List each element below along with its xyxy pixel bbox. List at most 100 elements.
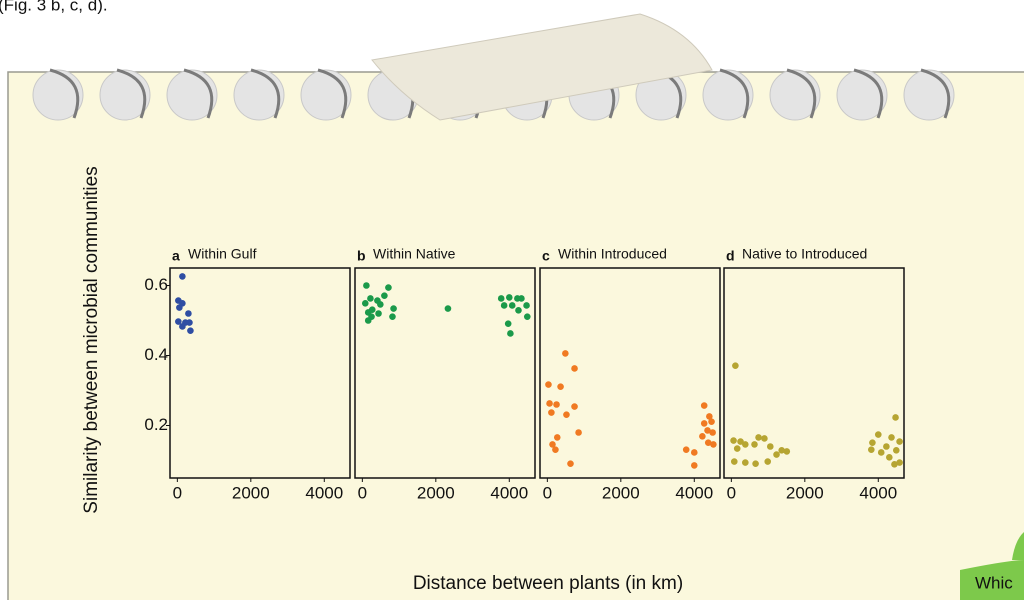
panel-letter: b (357, 248, 366, 264)
point (553, 401, 560, 408)
panel-letter: c (542, 248, 550, 264)
point (546, 400, 553, 407)
x-tick-label: 0 (727, 483, 736, 502)
point (742, 459, 749, 466)
point (784, 448, 791, 455)
caption-fragment: (Fig. 3 b, c, d). (0, 0, 108, 14)
point (691, 449, 698, 456)
x-tick-label: 4000 (305, 483, 343, 502)
y-tick-label: 0.4 (144, 345, 168, 364)
point (869, 439, 876, 446)
point (505, 320, 512, 327)
paper (8, 72, 1024, 600)
point (699, 433, 706, 440)
point (773, 451, 780, 458)
point (731, 458, 738, 465)
point (563, 411, 570, 418)
x-tick-label: 4000 (675, 483, 713, 502)
x-tick-label: 4000 (859, 483, 897, 502)
point (752, 460, 759, 467)
point (501, 302, 508, 309)
y-tick-label: 0.2 (144, 415, 168, 434)
point (892, 414, 899, 421)
point (185, 310, 192, 317)
point (176, 304, 183, 311)
point (509, 302, 516, 309)
point (868, 446, 875, 453)
point (730, 437, 737, 444)
point (367, 295, 374, 302)
point (875, 431, 882, 438)
point (187, 327, 194, 334)
x-tick-label: 2000 (417, 483, 455, 502)
point (562, 350, 569, 357)
point (179, 323, 186, 330)
y-axis-label: Similarity between microbial communities (81, 166, 102, 513)
point (515, 307, 522, 314)
point (888, 434, 895, 441)
point (523, 302, 530, 309)
panel-letter: a (172, 248, 180, 264)
point (893, 447, 900, 454)
y-tick-label: 0.6 (144, 275, 168, 294)
point (506, 294, 513, 301)
point (507, 330, 514, 337)
point (701, 420, 708, 427)
panel-title: Within Native (373, 246, 456, 262)
x-tick-label: 2000 (786, 483, 824, 502)
point (545, 381, 552, 388)
point (186, 319, 193, 326)
point (445, 305, 452, 312)
x-tick-label: 0 (173, 483, 182, 502)
point (732, 362, 739, 369)
x-tick-label: 4000 (490, 483, 528, 502)
point (365, 317, 372, 324)
point (377, 301, 384, 308)
point (701, 402, 708, 409)
point (571, 403, 578, 410)
x-tick-label: 2000 (232, 483, 270, 502)
point (764, 458, 771, 465)
point (390, 305, 397, 312)
point (883, 443, 890, 450)
point (381, 292, 388, 299)
point (571, 365, 578, 372)
page: {"page": {"caption_fragment": "(Fig. 3 b… (0, 0, 1024, 600)
point (751, 441, 758, 448)
point (575, 429, 582, 436)
x-tick-label: 0 (543, 483, 552, 502)
x-tick-label: 0 (358, 483, 367, 502)
point (514, 295, 521, 302)
point (385, 284, 392, 291)
point (375, 310, 382, 317)
point (552, 446, 559, 453)
point (524, 313, 531, 320)
point (761, 435, 768, 442)
point (709, 429, 716, 436)
point (179, 273, 186, 280)
panel-title: Within Introduced (558, 246, 667, 262)
panel-title: Native to Introduced (742, 246, 867, 262)
point (755, 434, 762, 441)
x-tick-label: 2000 (602, 483, 640, 502)
point (554, 434, 561, 441)
point (742, 441, 749, 448)
point (498, 295, 505, 302)
point (767, 443, 774, 450)
point (683, 446, 690, 453)
point (896, 459, 903, 466)
point (557, 383, 564, 390)
point (878, 449, 885, 456)
point (567, 460, 574, 467)
callout-text: Whic (975, 573, 1013, 592)
point (734, 445, 741, 452)
point (896, 438, 903, 445)
point (710, 441, 717, 448)
point (691, 462, 698, 469)
screen: (Fig. 3 b, c, d). Whic Similarity betwee… (0, 0, 1024, 600)
point (363, 282, 370, 289)
panel-title: Within Gulf (188, 246, 257, 262)
x-axis-label: Distance between plants (in km) (413, 573, 683, 594)
point (886, 454, 893, 461)
panel-letter: d (726, 248, 735, 264)
